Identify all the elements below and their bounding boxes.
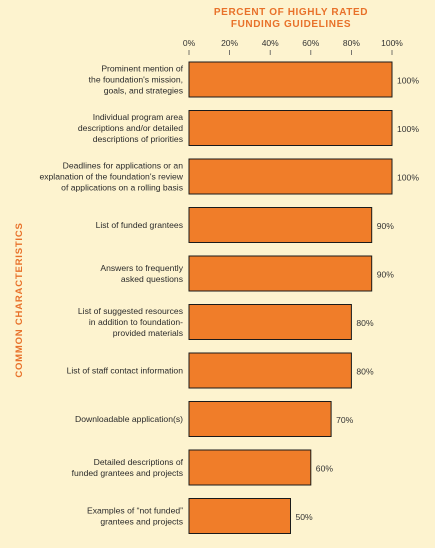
value-label: 100% bbox=[397, 76, 419, 86]
bar bbox=[188, 255, 373, 292]
bar bbox=[188, 207, 373, 243]
category-label: Downloadable application(s) bbox=[75, 414, 183, 424]
x-axis-ticks: 0% 20% 40% 60% 80% 100% bbox=[183, 38, 403, 55]
y-axis-label-group: COMMON CHARACTERISTICS bbox=[14, 222, 25, 377]
bar bbox=[188, 401, 332, 437]
x-tick-label: 80% bbox=[343, 38, 360, 48]
value-label: 60% bbox=[316, 464, 334, 474]
category-label: Prominent mention of the foundation's mis… bbox=[89, 64, 184, 96]
bar bbox=[188, 449, 312, 486]
value-label: 90% bbox=[377, 270, 395, 280]
bar bbox=[188, 110, 393, 146]
y-axis-label: COMMON CHARACTERISTICS bbox=[14, 222, 25, 377]
x-tick-label: 100% bbox=[381, 38, 403, 48]
category-label: Deadlines for applications or an explanat… bbox=[39, 161, 183, 193]
value-label: 90% bbox=[377, 221, 395, 231]
category-label: Detailed descriptions of funded grantees … bbox=[72, 457, 184, 478]
x-tick-label: 0% bbox=[183, 38, 196, 48]
bar bbox=[188, 352, 352, 389]
category-label: Examples of “not funded” grantees and pro… bbox=[87, 506, 183, 527]
x-tick-label: 20% bbox=[221, 38, 238, 48]
value-label: 100% bbox=[397, 124, 419, 134]
bar bbox=[188, 304, 352, 340]
value-label: 100% bbox=[397, 173, 419, 183]
value-labels: 100% 100% 100% 90% 90% 80% 80% 70% 60% 50% bbox=[296, 76, 420, 523]
x-tick-label: 60% bbox=[302, 38, 319, 48]
x-tick-label: 40% bbox=[262, 38, 279, 48]
category-label: List of funded grantees bbox=[96, 220, 183, 230]
category-labels: Prominent mention of the foundation's mis… bbox=[39, 64, 183, 527]
bar bbox=[188, 158, 393, 195]
value-label: 80% bbox=[356, 367, 374, 377]
category-label: List of suggested resources in addition t… bbox=[78, 306, 183, 338]
chart-title-line-1: PERCENT OF HIGHLY RATED bbox=[214, 7, 368, 18]
category-label: List of staff contact information bbox=[67, 366, 184, 376]
category-label: Individual program area descriptions and/… bbox=[78, 112, 183, 144]
chart-title-line-2: FUNDING GUIDELINES bbox=[231, 19, 351, 30]
bar bbox=[188, 61, 393, 98]
value-label: 80% bbox=[356, 318, 374, 328]
value-label: 50% bbox=[296, 512, 314, 522]
bar bbox=[188, 498, 291, 534]
bars bbox=[188, 61, 393, 534]
category-label: Answers to frequently asked questions bbox=[100, 263, 183, 284]
value-label: 70% bbox=[336, 415, 354, 425]
